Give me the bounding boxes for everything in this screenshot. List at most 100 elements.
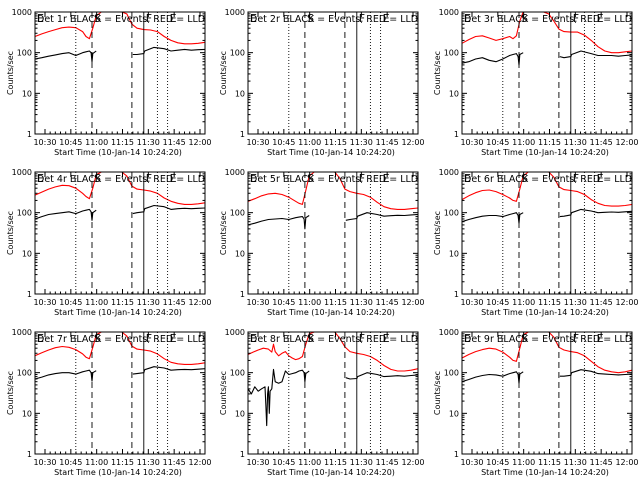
x-tick-label: 11:15: [111, 298, 134, 307]
marker-label: S: [521, 12, 528, 25]
x-tick-label: 11:45: [590, 138, 613, 147]
marker-label: S: [94, 332, 101, 345]
y-tick-label: 1000: [12, 328, 32, 337]
x-tick-label: 12:00: [615, 458, 638, 467]
x-tick-label: 12:00: [615, 138, 638, 147]
series-line-events: [34, 204, 206, 221]
series-line-events: [461, 50, 633, 66]
marker-label: E: [597, 172, 604, 185]
y-tick-label: 1: [454, 290, 459, 299]
x-tick-label: 11:00: [512, 458, 535, 467]
x-tick-label: 11:45: [376, 138, 399, 147]
marker-label: S: [307, 332, 314, 345]
x-tick-label: 10:30: [460, 458, 483, 467]
marker-label: F: [146, 332, 152, 345]
y-tick-label: 1: [27, 130, 32, 139]
x-tick-label: 11:45: [376, 458, 399, 467]
y-tick-label: 1: [27, 450, 32, 459]
x-tick-label: 10:30: [33, 298, 56, 307]
y-axis-label: Counts/sec: [433, 371, 442, 415]
x-axis-label: Start Time (10-Jan-14 10:24:20): [54, 148, 182, 157]
marker-label: S: [307, 12, 314, 25]
marker-label: S: [521, 332, 528, 345]
y-tick-label: 1000: [439, 328, 459, 337]
y-tick-label: 100: [17, 209, 32, 218]
marker-label: F: [359, 12, 365, 25]
x-axis-label: Start Time (10-Jan-14 10:24:20): [54, 308, 182, 317]
marker-label: E: [250, 172, 257, 185]
x-tick-label: 11:45: [376, 298, 399, 307]
y-tick-label: 1000: [225, 328, 245, 337]
chart-title: Det 3r BLACK = Events, RED = LLD: [464, 14, 632, 25]
y-tick-label: 100: [230, 369, 245, 378]
marker-label: F: [359, 172, 365, 185]
y-tick-label: 100: [230, 49, 245, 58]
x-tick-label: 10:30: [33, 138, 56, 147]
x-tick-label: 11:15: [324, 298, 347, 307]
y-axis-label: Counts/sec: [433, 51, 442, 95]
x-tick-label: 11:15: [538, 458, 561, 467]
x-tick-label: 10:30: [460, 138, 483, 147]
marker-label: S: [94, 172, 101, 185]
marker-label: E: [170, 172, 177, 185]
marker-label: F: [146, 12, 152, 25]
y-tick-label: 1000: [12, 168, 32, 177]
y-tick-label: 10: [22, 249, 32, 258]
y-tick-label: 10: [22, 409, 32, 418]
x-tick-label: 10:45: [59, 458, 82, 467]
marker-label: S: [307, 172, 314, 185]
y-tick-label: 10: [449, 409, 459, 418]
x-axis-label: Start Time (10-Jan-14 10:24:20): [267, 468, 395, 477]
x-tick-label: 10:45: [486, 298, 509, 307]
y-tick-label: 1000: [225, 168, 245, 177]
y-tick-label: 1: [27, 290, 32, 299]
chart-title: Det 7r BLACK = Events, RED = LLD: [37, 334, 205, 345]
y-tick-label: 100: [444, 369, 459, 378]
chart-title: Det 4r BLACK = Events, RED = LLD: [37, 174, 205, 185]
x-tick-label: 11:00: [512, 138, 535, 147]
series-line-events: [461, 208, 633, 224]
x-tick-label: 11:00: [85, 298, 108, 307]
x-tick-label: 10:30: [246, 298, 269, 307]
y-tick-label: 10: [449, 89, 459, 98]
x-tick-label: 12:00: [401, 298, 424, 307]
x-tick-label: 10:30: [460, 298, 483, 307]
y-tick-label: 1000: [12, 8, 32, 17]
x-tick-label: 10:45: [272, 458, 295, 467]
marker-label: F: [146, 172, 152, 185]
marker-label: E: [250, 12, 257, 25]
y-tick-label: 1000: [439, 8, 459, 17]
series-line-events: [461, 369, 633, 384]
marker-label: F: [573, 172, 579, 185]
y-axis-label: Counts/sec: [6, 371, 15, 415]
x-tick-label: 10:45: [486, 458, 509, 467]
x-axis-label: Start Time (10-Jan-14 10:24:20): [54, 468, 182, 477]
marker-label: E: [170, 332, 177, 345]
y-axis-label: Counts/sec: [219, 371, 228, 415]
x-tick-label: 11:30: [350, 458, 373, 467]
x-tick-label: 10:45: [272, 298, 295, 307]
marker-label: E: [250, 332, 257, 345]
series-line-lld: [247, 331, 419, 372]
chart-title: Det 2r BLACK = Events, RED = LLD: [250, 14, 418, 25]
x-tick-label: 12:00: [401, 458, 424, 467]
marker-label: S: [521, 172, 528, 185]
marker-label: E: [37, 332, 44, 345]
chart-title: Det 9r BLACK = Events, RED = LLD: [464, 334, 632, 345]
marker-label: E: [464, 332, 471, 345]
x-tick-label: 11:30: [137, 138, 160, 147]
series-line-events: [34, 366, 206, 382]
x-tick-label: 12:00: [401, 138, 424, 147]
y-axis-label: Counts/sec: [219, 51, 228, 95]
y-tick-label: 10: [449, 249, 459, 258]
plot-frame: [247, 171, 419, 295]
x-tick-label: 11:15: [324, 138, 347, 147]
marker-label: E: [464, 172, 471, 185]
marker-label: E: [464, 12, 471, 25]
y-axis-label: Counts/sec: [433, 211, 442, 255]
x-tick-label: 11:30: [564, 298, 587, 307]
y-tick-label: 1: [454, 130, 459, 139]
y-tick-label: 1: [454, 450, 459, 459]
